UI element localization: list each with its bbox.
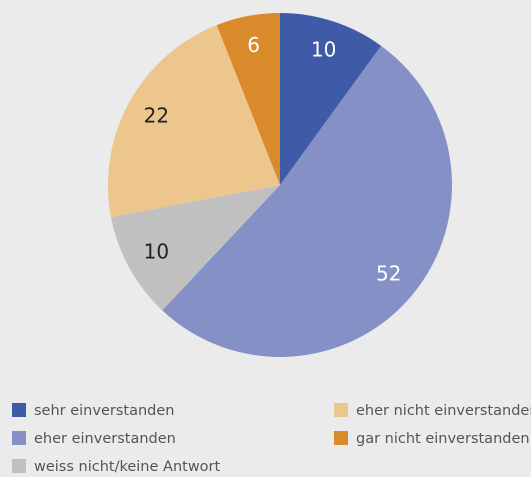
pie-slice	[107, 25, 280, 218]
legend-swatch	[12, 431, 26, 445]
slice-label: 6	[247, 33, 260, 57]
legend-swatch	[12, 459, 26, 473]
pie-slice	[216, 13, 280, 185]
legend-label: eher einverstanden	[34, 431, 176, 447]
slice-label: 52	[376, 261, 401, 285]
slice-label: 10	[144, 239, 169, 263]
legend-swatch	[12, 403, 26, 417]
legend-label: eher nicht einverstanden	[356, 403, 531, 419]
slice-label: 22	[144, 104, 169, 128]
pie-slice	[280, 13, 382, 185]
slice-label: 10	[311, 37, 336, 61]
legend-swatch	[334, 403, 348, 417]
legend-label: gar nicht einverstanden	[356, 431, 530, 447]
pie-slice	[111, 185, 280, 311]
legend-swatch	[334, 431, 348, 445]
legend-label: sehr einverstanden	[34, 403, 174, 419]
legend-label: weiss nicht/keine Antwort	[34, 459, 221, 475]
pie-slice	[162, 45, 452, 358]
